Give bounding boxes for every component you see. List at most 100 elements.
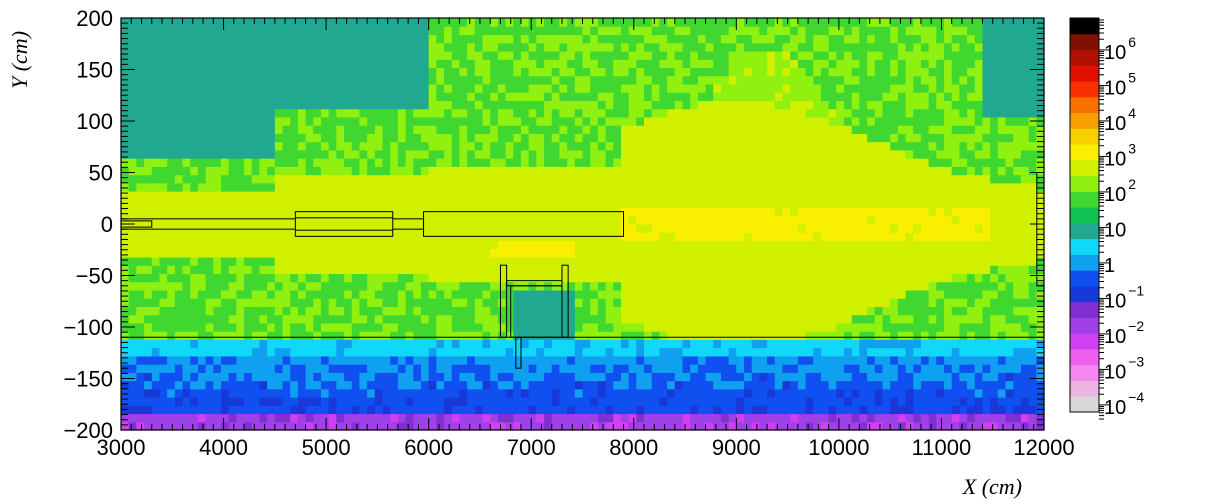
heatmap-cell xyxy=(636,215,645,225)
heatmap-cell xyxy=(336,75,345,85)
heatmap-cell xyxy=(713,18,722,27)
heatmap-cell xyxy=(367,265,376,275)
heatmap-cell xyxy=(359,364,368,373)
heatmap-cell xyxy=(197,92,207,101)
heatmap-cell xyxy=(882,92,891,101)
heatmap-cell xyxy=(121,248,130,258)
heatmap-cell xyxy=(797,240,807,250)
heatmap-cell xyxy=(728,256,737,266)
heatmap-cell xyxy=(667,133,676,143)
heatmap-cell xyxy=(613,413,622,423)
heatmap-cell xyxy=(351,199,361,209)
heatmap-cell xyxy=(374,289,384,299)
heatmap-cell xyxy=(859,240,868,250)
heatmap-cell xyxy=(267,380,276,390)
heatmap-cell xyxy=(574,281,584,291)
heatmap-cell xyxy=(559,281,568,291)
heatmap-cell xyxy=(844,100,853,110)
heatmap-cell xyxy=(167,50,176,60)
heatmap-cell xyxy=(774,273,784,283)
heatmap-cell xyxy=(774,141,784,151)
heatmap-cell xyxy=(844,92,853,101)
heatmap-cell xyxy=(220,306,230,316)
heatmap-cell xyxy=(651,125,661,134)
heatmap-cell xyxy=(513,182,522,192)
heatmap-cell xyxy=(274,347,284,357)
heatmap-cell xyxy=(444,75,453,85)
heatmap-cell xyxy=(805,347,814,357)
heatmap-cell xyxy=(582,240,591,250)
heatmap-cell xyxy=(520,331,530,340)
heatmap-cell xyxy=(805,240,814,250)
heatmap-cell xyxy=(436,273,445,283)
heatmap-cell xyxy=(790,273,799,283)
heatmap-cell xyxy=(144,182,153,192)
heatmap-cell xyxy=(528,298,537,307)
heatmap-cell xyxy=(682,372,691,382)
heatmap-cell xyxy=(320,380,330,390)
heatmap-cell xyxy=(620,207,630,217)
heatmap-cell xyxy=(328,347,337,357)
heatmap-cell xyxy=(851,191,860,200)
heatmap-cell xyxy=(167,34,176,44)
heatmap-cell xyxy=(390,289,399,299)
heatmap-cell xyxy=(351,281,361,291)
heatmap-cell xyxy=(859,18,868,27)
heatmap-cell xyxy=(690,50,699,60)
heatmap-cell xyxy=(490,59,499,69)
heatmap-cell xyxy=(428,273,437,283)
heatmap-cell xyxy=(513,158,522,167)
heatmap-cell xyxy=(182,281,191,291)
heatmap-cell xyxy=(682,298,691,307)
heatmap-cell xyxy=(397,273,407,283)
heatmap-cell xyxy=(697,355,707,365)
heatmap-cell xyxy=(713,224,722,233)
heatmap-cell xyxy=(382,75,391,85)
heatmap-cell xyxy=(305,26,314,36)
heatmap-cell xyxy=(728,92,737,101)
heatmap-cell xyxy=(190,26,199,36)
heatmap-cell xyxy=(482,75,491,85)
heatmap-cell xyxy=(220,331,230,340)
heatmap-cell xyxy=(182,388,191,398)
heatmap-cell xyxy=(320,405,330,415)
heatmap-cell xyxy=(136,347,145,357)
heatmap-cell xyxy=(197,199,207,209)
heatmap-cell xyxy=(536,364,545,373)
heatmap-cell xyxy=(328,388,337,398)
heatmap-cell xyxy=(867,149,876,159)
heatmap-cell xyxy=(659,256,668,266)
heatmap-cell xyxy=(867,248,876,258)
heatmap-cell xyxy=(836,215,845,225)
heatmap-cell xyxy=(697,92,707,101)
heatmap-cell xyxy=(467,215,476,225)
heatmap-cell xyxy=(282,166,291,176)
heatmap-cell xyxy=(744,405,753,415)
heatmap-cell xyxy=(482,224,491,233)
heatmap-cell xyxy=(528,75,537,85)
heatmap-cell xyxy=(336,18,345,27)
heatmap-cell xyxy=(136,265,145,275)
heatmap-cell xyxy=(851,240,860,250)
heatmap-cell xyxy=(374,355,384,365)
heatmap-cell xyxy=(744,83,753,93)
heatmap-cell xyxy=(167,42,176,52)
heatmap-cell xyxy=(567,397,576,406)
heatmap-cell xyxy=(128,364,137,373)
heatmap-cell xyxy=(267,191,276,200)
heatmap-cell xyxy=(851,314,860,324)
heatmap-cell xyxy=(236,248,245,258)
heatmap-cell xyxy=(613,141,622,151)
heatmap-cell xyxy=(328,116,337,126)
heatmap-cell xyxy=(697,158,707,167)
heatmap-cell xyxy=(820,116,830,126)
heatmap-cell xyxy=(213,191,222,200)
heatmap-cell xyxy=(697,34,707,44)
heatmap-cell xyxy=(274,397,284,406)
heatmap-cell xyxy=(744,141,753,151)
heatmap-cell xyxy=(705,207,714,217)
heatmap-cell xyxy=(459,421,468,431)
heatmap-cell xyxy=(428,42,437,52)
heatmap-cell xyxy=(820,133,830,143)
heatmap-cell xyxy=(490,405,499,415)
